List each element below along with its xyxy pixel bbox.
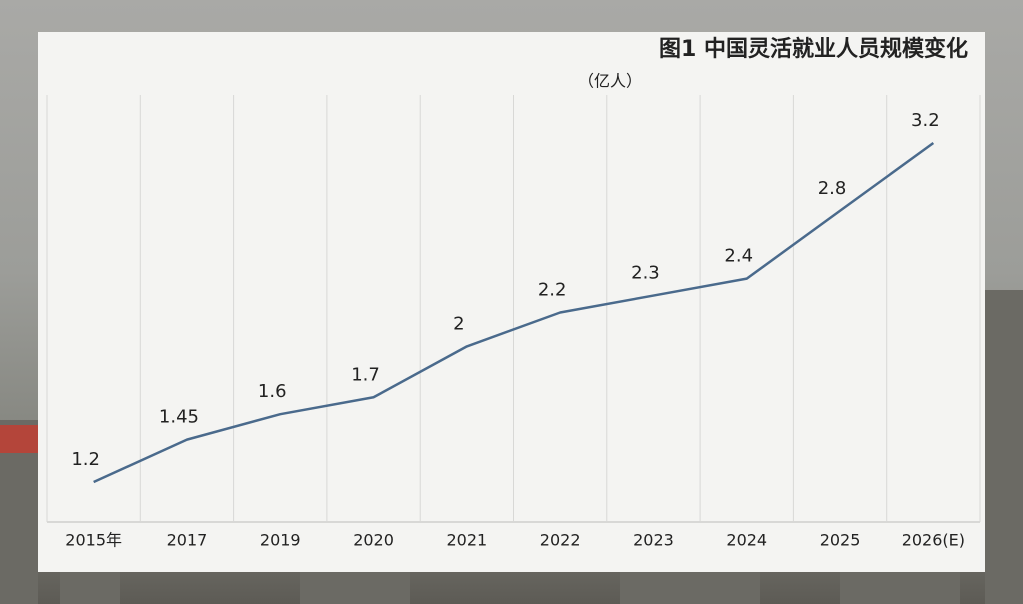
chart-title: 图1 中国灵活就业人员规模变化 [659, 36, 968, 62]
x-tick-label: 2022 [540, 531, 581, 550]
data-label: 1.45 [159, 407, 199, 428]
chart-subtitle: （亿人） [578, 72, 642, 91]
x-tick-label: 2024 [726, 531, 767, 550]
x-tick-label: 2025 [820, 531, 861, 550]
x-tick-label: 2017 [167, 531, 208, 550]
data-label: 1.7 [351, 364, 380, 385]
roof [0, 425, 38, 453]
x-tick-label: 2021 [446, 531, 487, 550]
data-label: 2.3 [631, 263, 660, 284]
x-tick-label: 2020 [353, 531, 394, 550]
data-label: 2 [453, 313, 464, 334]
x-tick-label: 2026(E) [902, 531, 965, 550]
data-label: 3.2 [911, 110, 940, 131]
x-tick-label: 2015年 [65, 531, 122, 550]
data-label: 2.2 [538, 280, 567, 301]
data-label: 1.6 [258, 381, 287, 402]
data-label: 2.8 [818, 178, 847, 199]
x-tick-label: 2023 [633, 531, 674, 550]
line-series [93, 141, 935, 484]
data-label: 2.4 [724, 246, 753, 267]
data-label: 1.2 [71, 449, 100, 470]
x-tick-label: 2019 [260, 531, 301, 550]
chart-panel [38, 32, 985, 572]
